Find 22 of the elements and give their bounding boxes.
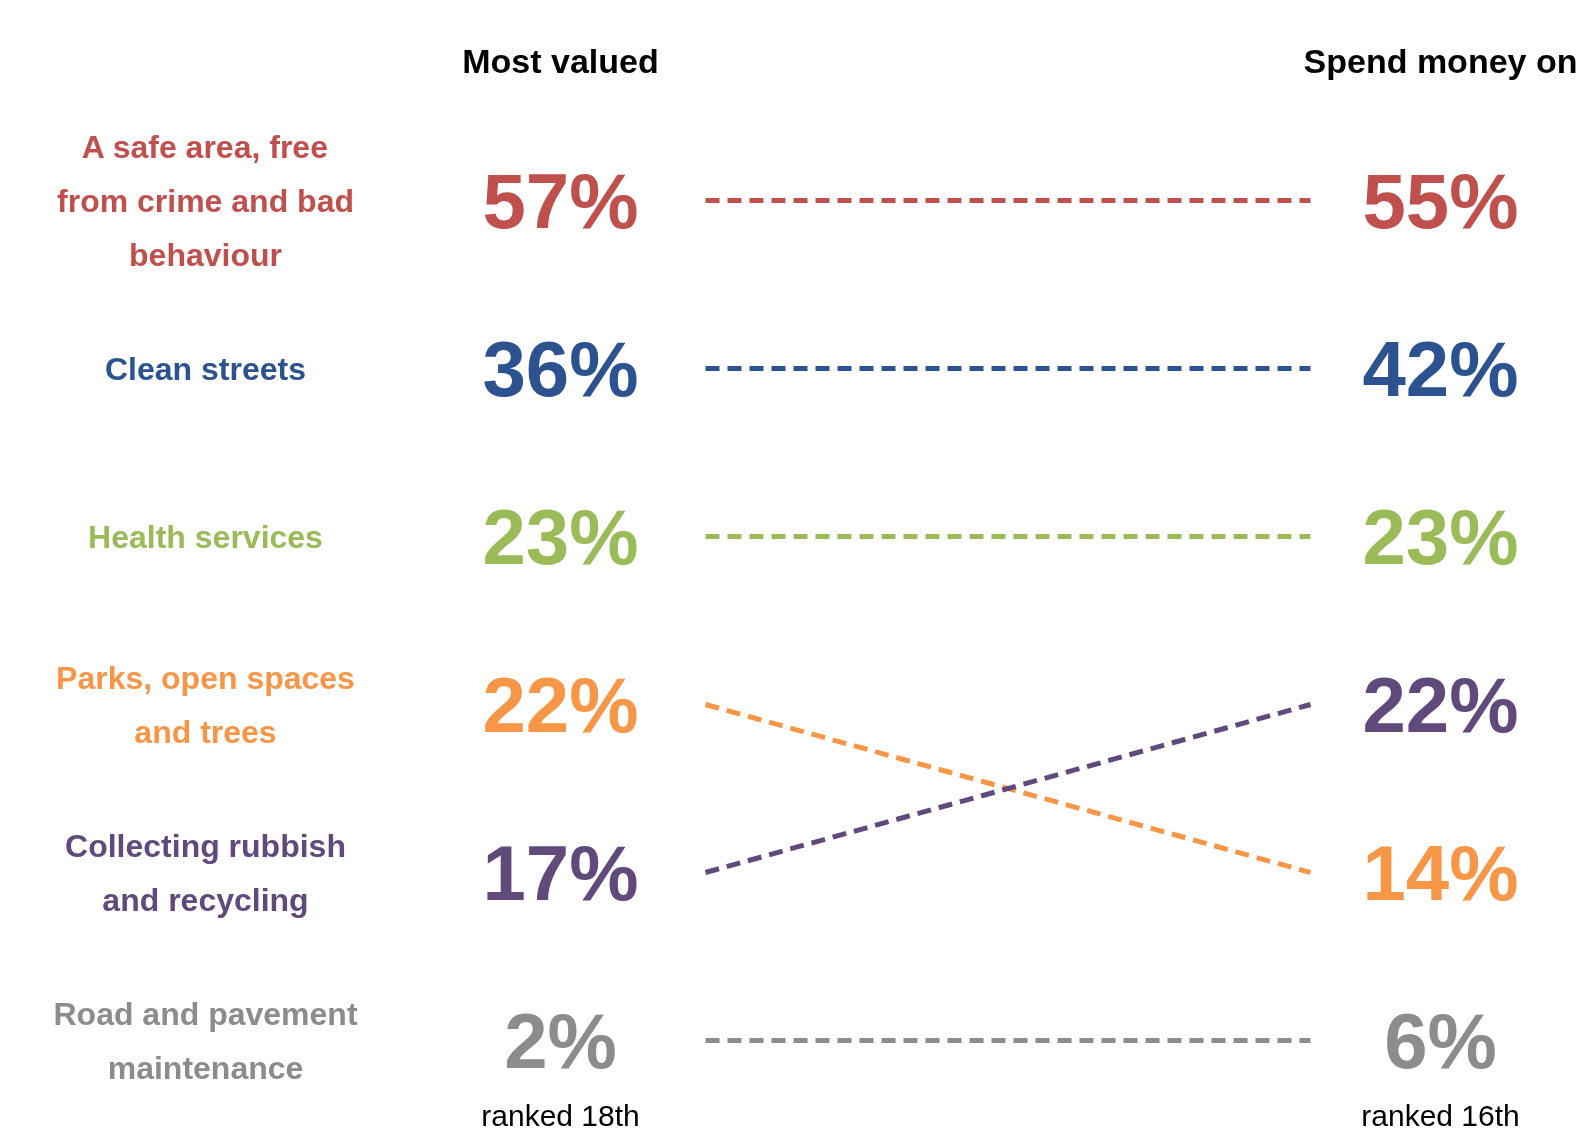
data-label: 23% bbox=[1362, 492, 1519, 581]
data-label: 57% bbox=[482, 156, 639, 245]
data-label: 36% bbox=[482, 324, 639, 413]
legend-label: Road and pavement maintenance bbox=[53, 995, 358, 1086]
data-label: 22% bbox=[1362, 660, 1519, 749]
data-label: 17% bbox=[482, 828, 639, 917]
data-label: 23% bbox=[482, 492, 639, 581]
data-label: 2% bbox=[504, 996, 617, 1085]
category-label: Spend money on bbox=[1303, 41, 1578, 80]
data-label: 6% bbox=[1384, 996, 1497, 1085]
legend-label: Clean streets bbox=[105, 350, 306, 387]
legend-label: Collecting rubbish and recycling bbox=[65, 827, 346, 918]
text: ranked 18th bbox=[481, 1099, 640, 1132]
legend-label: A safe area, free from crime and bad behaviour bbox=[57, 128, 354, 273]
data-label: 22% bbox=[482, 660, 639, 749]
text: ranked 16th bbox=[1361, 1099, 1520, 1132]
data-label: 55% bbox=[1362, 156, 1519, 245]
category-label: Most valued bbox=[462, 41, 659, 80]
data-label: 14% bbox=[1362, 828, 1519, 917]
data-label: 42% bbox=[1362, 324, 1519, 413]
legend-label: Health services bbox=[88, 518, 323, 555]
legend-label: Parks, open spaces and trees bbox=[56, 659, 355, 750]
